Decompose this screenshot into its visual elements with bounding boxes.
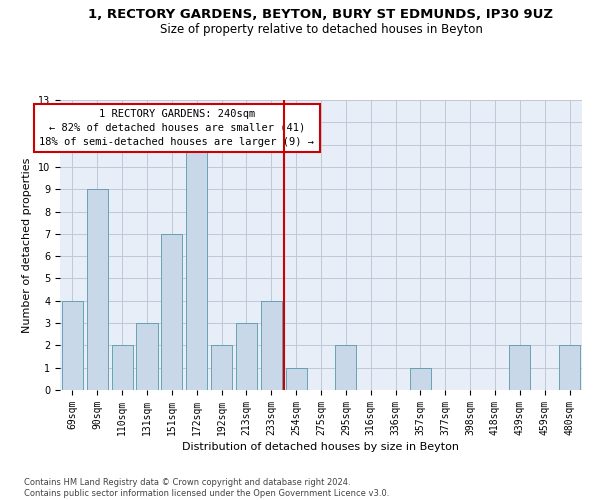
Bar: [62, 301, 83, 390]
Y-axis label: Number of detached properties: Number of detached properties: [22, 158, 32, 332]
Bar: [112, 346, 133, 390]
Bar: [161, 234, 182, 390]
Bar: [236, 323, 257, 390]
Text: 1, RECTORY GARDENS, BEYTON, BURY ST EDMUNDS, IP30 9UZ: 1, RECTORY GARDENS, BEYTON, BURY ST EDMU…: [89, 8, 554, 20]
Bar: [261, 301, 282, 390]
Text: Contains HM Land Registry data © Crown copyright and database right 2024.
Contai: Contains HM Land Registry data © Crown c…: [24, 478, 389, 498]
Bar: [136, 323, 158, 390]
Text: 1 RECTORY GARDENS: 240sqm
← 82% of detached houses are smaller (41)
18% of semi-: 1 RECTORY GARDENS: 240sqm ← 82% of detac…: [40, 109, 314, 147]
Bar: [286, 368, 307, 390]
Bar: [509, 346, 530, 390]
Bar: [87, 189, 108, 390]
Text: Distribution of detached houses by size in Beyton: Distribution of detached houses by size …: [182, 442, 460, 452]
Bar: [211, 346, 232, 390]
Text: Size of property relative to detached houses in Beyton: Size of property relative to detached ho…: [160, 22, 482, 36]
Bar: [186, 144, 207, 390]
Bar: [410, 368, 431, 390]
Bar: [335, 346, 356, 390]
Bar: [559, 346, 580, 390]
